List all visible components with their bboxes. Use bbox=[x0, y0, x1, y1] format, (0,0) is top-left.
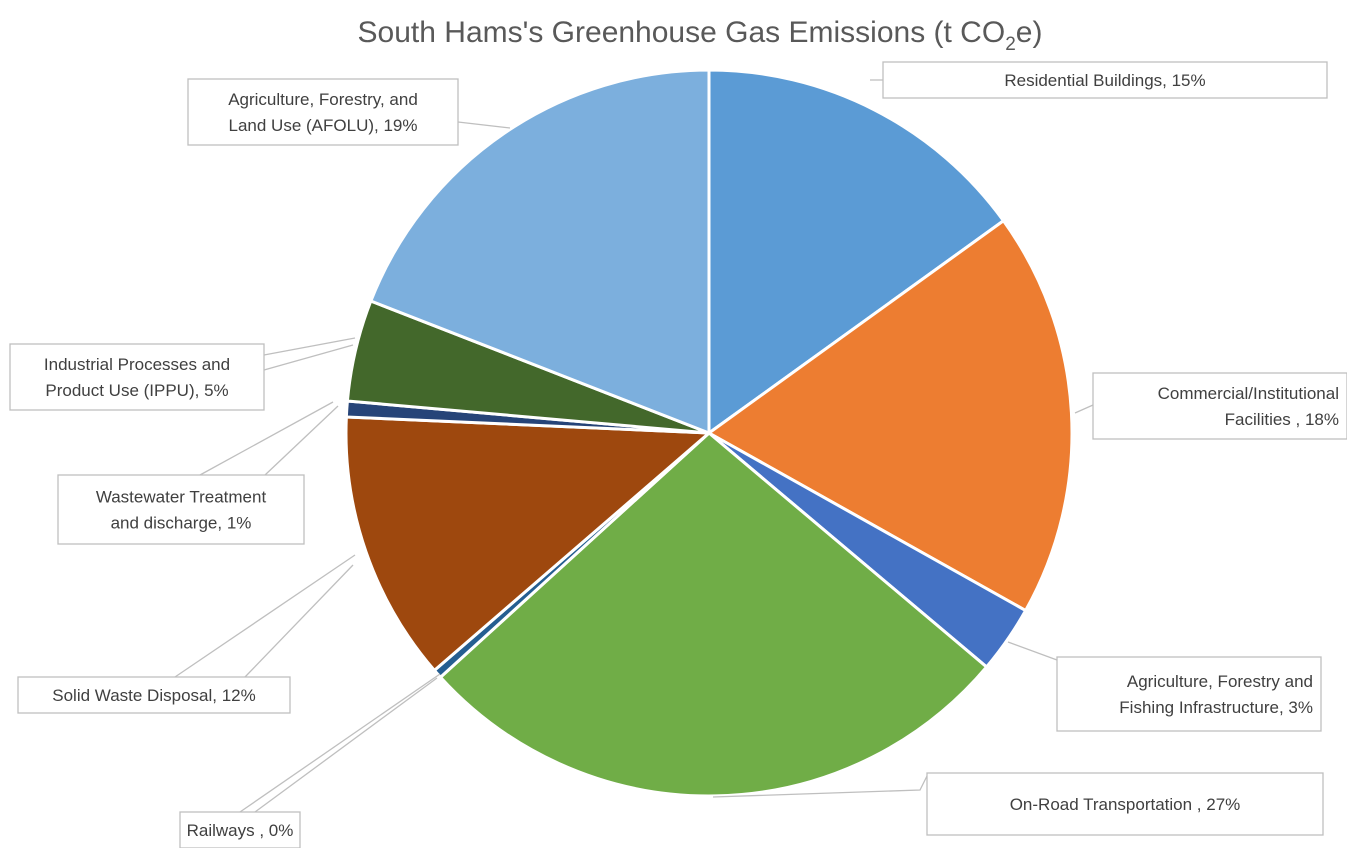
leader-line-8 bbox=[263, 337, 356, 356]
data-labels: Residential Buildings, 15% Commercial/Ins… bbox=[9, 61, 1347, 848]
chart-title: South Hams's Greenhouse Gas Emissions (t… bbox=[358, 16, 1043, 55]
data-label-box-8 bbox=[9, 343, 265, 411]
title-prefix: South Hams's Greenhouse Gas Emissions (t… bbox=[358, 16, 1006, 49]
data-label-box-1 bbox=[882, 61, 1328, 99]
leader-line-7 bbox=[199, 401, 334, 476]
data-label-box-7 bbox=[57, 474, 305, 545]
data-label-1-line-1: Residential Buildings, 15% bbox=[1004, 71, 1205, 90]
leader-line-6-b bbox=[244, 564, 354, 678]
leader-line-2 bbox=[1074, 404, 1094, 414]
data-label-7-line-1: Wastewater Treatment bbox=[96, 488, 267, 507]
data-label-9-line-1: Agriculture, Forestry, and bbox=[228, 90, 418, 109]
pie-slice-1 bbox=[707, 68, 1006, 436]
data-label-2-line-1: Commercial/Institutional bbox=[1158, 384, 1339, 403]
pie-slice-9 bbox=[368, 68, 711, 436]
data-label-4-line-1: On-Road Transportation , 27% bbox=[1010, 795, 1241, 814]
data-label-box-5 bbox=[179, 811, 301, 848]
data-label-box-3 bbox=[1056, 656, 1322, 732]
pie-slices bbox=[344, 68, 1074, 798]
leader-line-3 bbox=[1007, 641, 1058, 661]
leader-line-9 bbox=[457, 121, 511, 129]
data-label-8-line-2: Product Use (IPPU), 5% bbox=[45, 381, 228, 400]
data-label-3-line-2: Fishing Infrastructure, 3% bbox=[1119, 698, 1313, 717]
data-label-box-4 bbox=[926, 772, 1324, 836]
data-label-6-line-1: Solid Waste Disposal, 12% bbox=[52, 686, 255, 705]
leader-line-5 bbox=[239, 673, 441, 813]
data-label-2-line-2: Facilities , 18% bbox=[1225, 410, 1339, 429]
title-subscript: 2 bbox=[1005, 34, 1016, 55]
data-label-box-6 bbox=[17, 676, 291, 714]
leader-line-5-b bbox=[254, 677, 438, 813]
leader-line-7-b bbox=[264, 405, 339, 476]
data-label-3-line-1: Agriculture, Forestry and bbox=[1127, 672, 1313, 691]
data-label-8-line-1: Industrial Processes and bbox=[44, 355, 230, 374]
data-label-box-2 bbox=[1092, 372, 1347, 440]
leader-line-6 bbox=[174, 554, 356, 678]
data-label-7-line-2: and discharge, 1% bbox=[111, 514, 252, 533]
leader-line-4 bbox=[712, 775, 928, 798]
data-label-9-line-2: Land Use (AFOLU), 19% bbox=[229, 116, 418, 135]
pie-slice-4 bbox=[438, 431, 989, 798]
leader-line-8-b bbox=[263, 344, 354, 371]
data-label-5-line-1: Railways , 0% bbox=[187, 821, 294, 840]
data-label-box-9 bbox=[187, 78, 459, 146]
pie-slice-6 bbox=[344, 415, 713, 673]
leader-lines bbox=[174, 79, 1094, 813]
pie-slice-2 bbox=[706, 218, 1074, 613]
title-suffix: e) bbox=[1016, 16, 1043, 49]
